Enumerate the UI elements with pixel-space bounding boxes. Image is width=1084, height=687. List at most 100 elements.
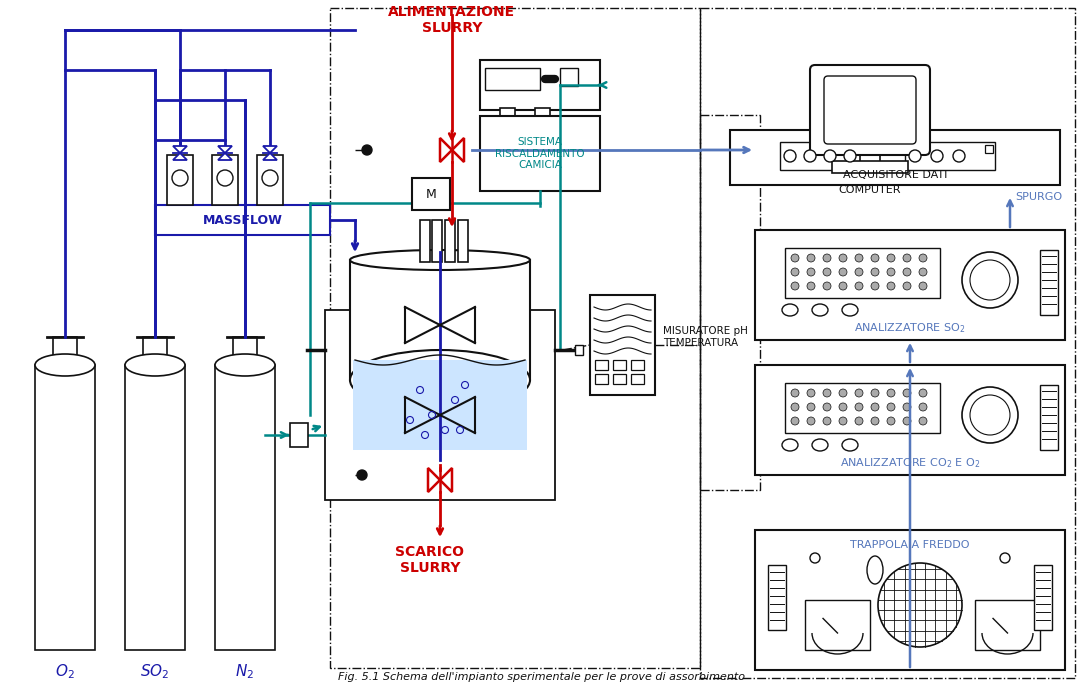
Bar xyxy=(485,68,540,90)
Ellipse shape xyxy=(842,304,859,316)
Circle shape xyxy=(839,268,847,276)
Polygon shape xyxy=(218,146,232,153)
Circle shape xyxy=(931,150,943,162)
Text: Fig. 5.1 Schema dell'impianto sperimentale per le prove di assorbimento: Fig. 5.1 Schema dell'impianto sperimenta… xyxy=(338,672,746,682)
Bar xyxy=(1040,385,1058,450)
Circle shape xyxy=(872,254,879,262)
Circle shape xyxy=(855,282,863,290)
Bar xyxy=(560,68,578,86)
Circle shape xyxy=(962,252,1018,308)
Bar xyxy=(730,130,1060,185)
Polygon shape xyxy=(452,138,464,162)
Circle shape xyxy=(791,403,799,411)
Circle shape xyxy=(919,268,927,276)
Bar xyxy=(833,161,908,173)
Circle shape xyxy=(903,417,911,425)
Bar xyxy=(612,374,625,384)
Bar xyxy=(167,155,193,205)
Circle shape xyxy=(172,170,188,186)
Text: MISURATORE pH
TEMPERATURA: MISURATORE pH TEMPERATURA xyxy=(663,326,748,348)
Circle shape xyxy=(839,403,847,411)
Bar xyxy=(1034,565,1051,630)
Bar xyxy=(631,374,644,384)
Bar xyxy=(785,383,940,433)
Text: ACQUISITORE DATI: ACQUISITORE DATI xyxy=(843,170,947,180)
Circle shape xyxy=(919,389,927,397)
Circle shape xyxy=(903,254,911,262)
Bar xyxy=(53,337,77,359)
Text: MASSFLOW: MASSFLOW xyxy=(203,214,283,227)
Bar xyxy=(535,108,550,118)
Circle shape xyxy=(872,282,879,290)
Circle shape xyxy=(823,389,831,397)
Circle shape xyxy=(919,254,927,262)
Circle shape xyxy=(217,170,233,186)
Circle shape xyxy=(970,395,1010,435)
Circle shape xyxy=(855,389,863,397)
Circle shape xyxy=(872,417,879,425)
Bar xyxy=(612,360,625,370)
Bar xyxy=(330,8,700,668)
Bar xyxy=(767,565,786,630)
Circle shape xyxy=(903,403,911,411)
Circle shape xyxy=(970,260,1010,300)
Circle shape xyxy=(791,268,799,276)
Circle shape xyxy=(839,282,847,290)
Bar xyxy=(754,230,1064,340)
Circle shape xyxy=(806,282,815,290)
Bar xyxy=(985,145,993,153)
Circle shape xyxy=(844,150,856,162)
Circle shape xyxy=(823,403,831,411)
Circle shape xyxy=(887,417,895,425)
Circle shape xyxy=(887,389,895,397)
Polygon shape xyxy=(218,153,232,160)
Bar xyxy=(905,142,995,170)
Polygon shape xyxy=(440,468,452,492)
Polygon shape xyxy=(263,153,278,160)
Circle shape xyxy=(262,170,278,186)
Bar xyxy=(350,260,530,380)
Bar xyxy=(35,365,95,650)
Ellipse shape xyxy=(812,439,828,451)
Circle shape xyxy=(791,282,799,290)
Ellipse shape xyxy=(842,439,859,451)
Bar xyxy=(420,220,430,262)
Bar xyxy=(575,345,583,355)
Bar xyxy=(590,295,655,395)
Ellipse shape xyxy=(812,304,828,316)
Bar xyxy=(143,337,167,359)
Polygon shape xyxy=(173,146,188,153)
Polygon shape xyxy=(428,468,440,492)
Circle shape xyxy=(791,254,799,262)
Circle shape xyxy=(806,268,815,276)
Circle shape xyxy=(872,389,879,397)
Circle shape xyxy=(823,268,831,276)
Polygon shape xyxy=(173,153,188,160)
Circle shape xyxy=(887,282,895,290)
Circle shape xyxy=(839,417,847,425)
FancyBboxPatch shape xyxy=(824,76,916,144)
Bar xyxy=(459,220,468,262)
Text: N$_2$: N$_2$ xyxy=(235,662,255,681)
Circle shape xyxy=(919,417,927,425)
Text: SISTEMA
RISCALDAMENTO
CAMICIA: SISTEMA RISCALDAMENTO CAMICIA xyxy=(495,137,584,170)
Text: ALIMENTAZIONE
SLURRY: ALIMENTAZIONE SLURRY xyxy=(388,5,516,35)
Circle shape xyxy=(839,254,847,262)
FancyBboxPatch shape xyxy=(810,65,930,155)
Circle shape xyxy=(919,403,927,411)
Circle shape xyxy=(919,282,927,290)
Circle shape xyxy=(872,403,879,411)
Bar xyxy=(754,530,1064,670)
Text: ANALIZZATORE CO$_2$ E O$_2$: ANALIZZATORE CO$_2$ E O$_2$ xyxy=(840,456,980,470)
Circle shape xyxy=(903,268,911,276)
Bar xyxy=(291,423,308,447)
Polygon shape xyxy=(440,138,452,162)
Bar xyxy=(446,220,455,262)
Circle shape xyxy=(887,254,895,262)
Circle shape xyxy=(806,417,815,425)
Circle shape xyxy=(824,150,836,162)
Ellipse shape xyxy=(215,354,275,376)
Circle shape xyxy=(823,417,831,425)
Bar xyxy=(1040,250,1058,315)
Bar xyxy=(353,360,527,450)
